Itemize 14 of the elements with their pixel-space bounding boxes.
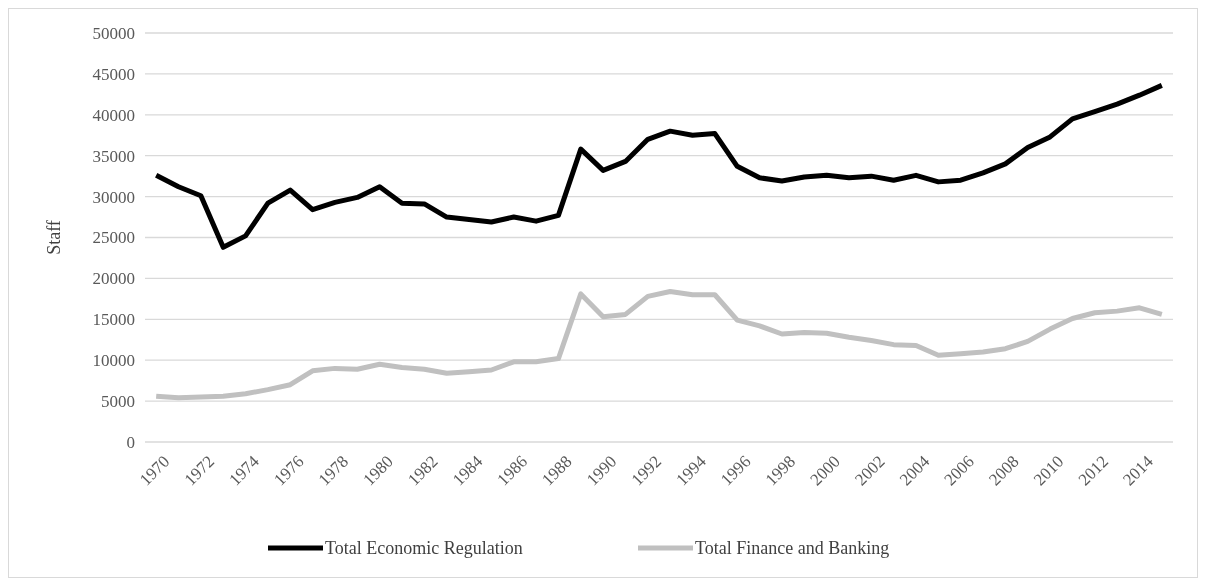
- y-tick-label: 40000: [92, 105, 135, 125]
- y-tick-label: 50000: [92, 23, 135, 43]
- y-tick-label: 25000: [92, 228, 135, 248]
- y-tick-label: 20000: [92, 269, 135, 289]
- legend-label: Total Economic Regulation: [325, 538, 523, 559]
- y-tick-label: 30000: [92, 187, 135, 207]
- y-tick-label: 5000: [101, 392, 135, 412]
- y-tick-label: 0: [126, 432, 135, 452]
- y-tick-label: 45000: [92, 64, 135, 84]
- y-axis-title: Staff: [44, 220, 64, 255]
- y-tick-label: 10000: [92, 351, 135, 371]
- y-tick-label: 35000: [92, 146, 135, 166]
- y-tick-label: 15000: [92, 310, 135, 330]
- legend-label: Total Finance and Banking: [695, 538, 890, 559]
